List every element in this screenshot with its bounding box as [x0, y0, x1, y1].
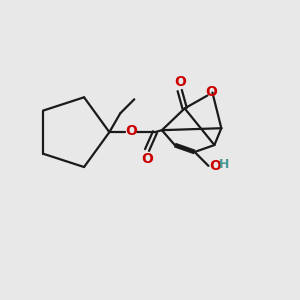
- Text: O: O: [125, 124, 137, 138]
- Text: H: H: [219, 158, 230, 171]
- Text: O: O: [174, 75, 186, 88]
- Text: O: O: [209, 159, 221, 173]
- Text: O: O: [141, 152, 153, 166]
- Text: O: O: [206, 85, 218, 98]
